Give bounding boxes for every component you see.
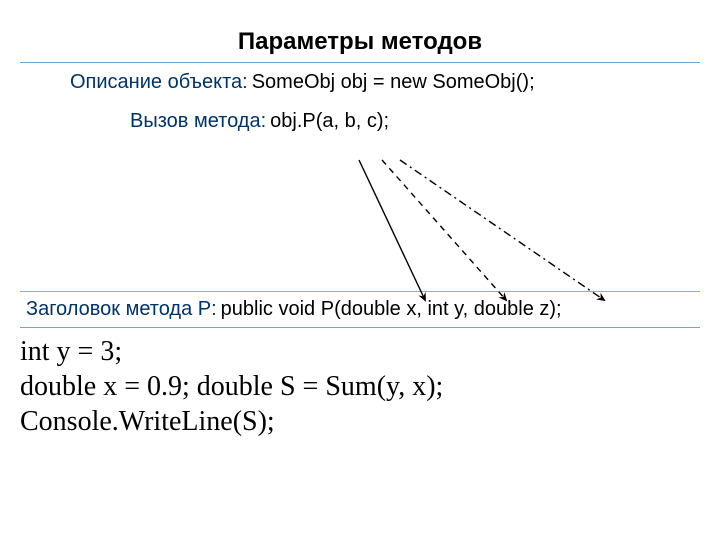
code-object: SomeObj obj = new SomeObj(); [252,71,535,94]
code-call: obj.P(a, b, c); [270,110,389,133]
row-method-header: Заголовок метода P: public void P(double… [20,292,700,327]
bottom-code-block: int y = 3; double x = 0.9; double S = Su… [20,328,700,439]
label-object: Описание объекта: [70,71,252,94]
label-header: Заголовок метода P: [26,298,221,321]
label-call: Вызов метода: [130,110,270,133]
page-title: Параметры методов [20,0,700,62]
row-object-description: Описание объекта: SomeObj obj = new Some… [20,63,700,100]
bottom-code-line2: double x = 0.9; double S = Sum(y, x); [20,369,700,404]
bottom-code-line1: int y = 3; [20,334,700,369]
row-method-call: Вызов метода: obj.P(a, b, c); [20,100,700,139]
bottom-code-line3: Console.WriteLine(S); [20,404,700,439]
code-header: public void P(double x, int y, double z)… [221,298,562,321]
arrow-gap [0,139,720,291]
